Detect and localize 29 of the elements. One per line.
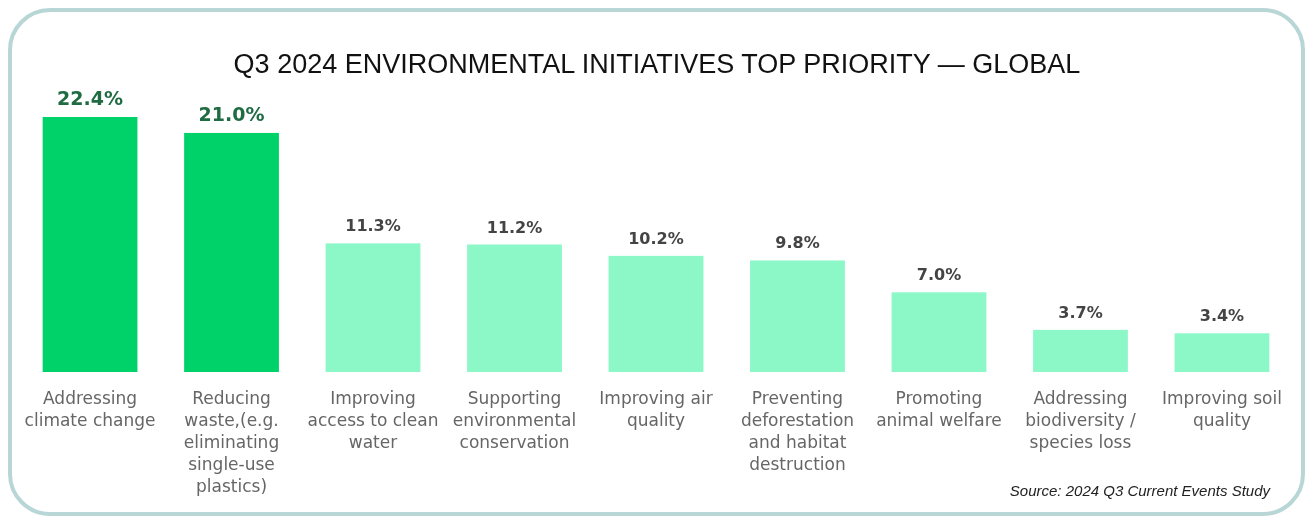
x-tick-label: Addressing climate change (24, 388, 156, 430)
x-tick-label: Improving access to clean water (307, 388, 439, 452)
x-tick-label: Preventing deforestation and habitat destruction (740, 388, 855, 474)
x-tick-label: Promoting animal welfare (876, 388, 1002, 430)
x-tick-label: Improving air quality (599, 388, 713, 430)
bar (1174, 333, 1270, 372)
data-label: 11.2% (486, 217, 543, 237)
data-label: 11.3% (345, 216, 401, 236)
data-label: 3.7% (1058, 302, 1103, 322)
bar (608, 255, 704, 372)
data-label: 10.2% (628, 228, 684, 248)
x-tick-label: Supporting environmental conservation (452, 388, 577, 452)
x-tick-label: Addressing biodiversity / species loss (1025, 388, 1136, 452)
bar (891, 292, 987, 372)
bar (467, 244, 562, 372)
bar (325, 243, 421, 372)
data-label: 7.0% (916, 265, 962, 285)
x-tick-label: Improving soil quality (1162, 388, 1282, 430)
data-label: 21.0% (198, 102, 265, 125)
bar (1033, 329, 1128, 372)
data-label: 3.4% (1199, 306, 1245, 326)
bar (184, 132, 279, 372)
bar (42, 117, 138, 372)
data-label: 22.4% (57, 87, 123, 109)
data-label: 9.8% (775, 233, 820, 253)
bar (750, 260, 845, 372)
chart-title: Q3 2024 ENVIRONMENTAL INITIATIVES TOP PRIORITY — GLOBAL (233, 49, 1081, 79)
x-tick-label: Reducing waste,(e.g. eliminating single-use plastics) (183, 388, 280, 496)
source-note: Source: 2024 Q3 Current Events Study (1009, 482, 1272, 499)
